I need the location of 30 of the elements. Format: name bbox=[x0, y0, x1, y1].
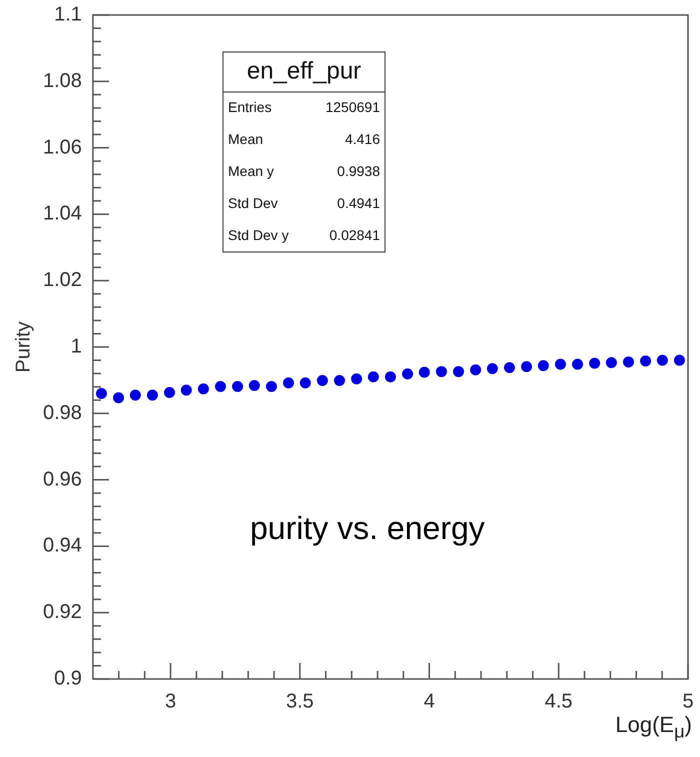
annotation: 1250691 bbox=[325, 98, 380, 115]
annotation: 0.4941 bbox=[337, 194, 380, 211]
y-tick-label: 0.94 bbox=[42, 534, 82, 557]
y-tick-label: 0.92 bbox=[42, 601, 82, 624]
x-tick-label: 3 bbox=[164, 690, 176, 713]
x-tick-label: 4.5 bbox=[544, 690, 573, 713]
y-axis-title: Purity bbox=[12, 321, 35, 373]
y-tick-label: 1.06 bbox=[42, 136, 82, 158]
y-tick-label: 1.02 bbox=[42, 269, 82, 292]
annotation: purity vs. energy bbox=[250, 510, 485, 546]
y-tick-label: 1.1 bbox=[54, 4, 82, 26]
annotation: Entries bbox=[228, 98, 272, 115]
annotation: 0.9938 bbox=[337, 162, 380, 179]
y-tick-label: 1 bbox=[70, 336, 82, 358]
y-tick-label: 0.96 bbox=[42, 468, 82, 490]
x-tick-label: 5 bbox=[682, 690, 694, 713]
annotation: Std Dev y bbox=[228, 226, 289, 243]
y-tick-label: 1.08 bbox=[42, 70, 82, 92]
annotation: 4.416 bbox=[344, 130, 380, 147]
annotation: en_eff_pur bbox=[246, 58, 362, 85]
y-tick-label: 0.9 bbox=[54, 668, 82, 690]
annotation: Std Dev bbox=[228, 194, 278, 211]
annotation: Mean y bbox=[228, 162, 274, 179]
y-tick-label: 0.98 bbox=[42, 402, 82, 424]
y-tick-label: 1.04 bbox=[42, 202, 82, 225]
x-tick-label: 4 bbox=[424, 690, 435, 713]
x-tick-label: 3.5 bbox=[286, 690, 314, 713]
annotation: 0.02841 bbox=[329, 226, 380, 243]
annotation: Mean bbox=[228, 130, 264, 147]
x-axis-title: Log(E$_{μ}$) bbox=[615, 712, 692, 742]
